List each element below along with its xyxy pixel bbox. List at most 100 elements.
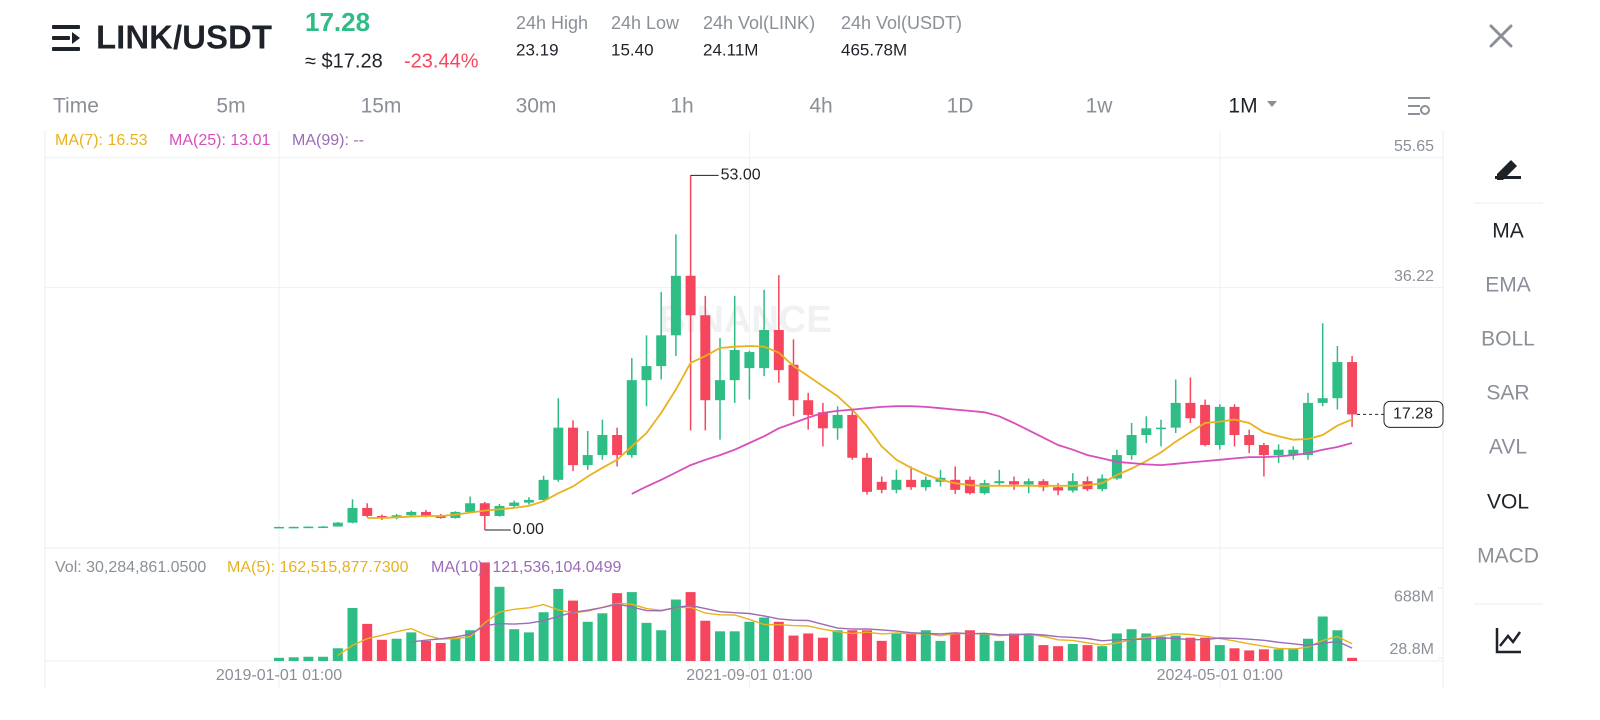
candle-body bbox=[1126, 435, 1137, 456]
volume-bar bbox=[773, 621, 784, 661]
volume-bar bbox=[1170, 635, 1181, 661]
stat-value: 24.11M bbox=[703, 40, 758, 59]
volume-bar bbox=[847, 630, 858, 661]
volume-bar bbox=[1347, 657, 1358, 661]
volume-bar bbox=[612, 593, 623, 661]
candle-body bbox=[318, 526, 329, 529]
candle-body bbox=[788, 364, 799, 401]
x-tick-label: 2024-05-01 01:00 bbox=[1157, 667, 1283, 684]
volume-bar bbox=[303, 656, 314, 661]
dropdown-arrow bbox=[1267, 101, 1277, 107]
volume-bar bbox=[1273, 649, 1284, 661]
candle-body bbox=[332, 522, 343, 527]
interval-tab[interactable]: 1D bbox=[947, 95, 974, 118]
volume-bar bbox=[362, 623, 373, 661]
pair: LINK/USDT bbox=[96, 19, 272, 56]
interval-tab[interactable]: 15m bbox=[361, 95, 402, 118]
volume-bar bbox=[670, 599, 681, 661]
indicator[interactable]: MACD bbox=[1477, 545, 1539, 568]
volume-bar bbox=[920, 630, 931, 661]
draw-tool-icon[interactable] bbox=[1495, 160, 1521, 180]
close-button[interactable] bbox=[1489, 24, 1513, 48]
candle-body bbox=[685, 275, 696, 316]
volume-bar bbox=[832, 630, 843, 661]
candle-body bbox=[1053, 487, 1064, 491]
interval-tab[interactable]: 1w bbox=[1086, 95, 1114, 118]
last-price-box bbox=[1383, 400, 1444, 428]
volume-bar bbox=[1111, 633, 1122, 661]
candle-body bbox=[274, 526, 284, 529]
candle-body bbox=[1200, 404, 1211, 446]
candle-body bbox=[479, 503, 490, 516]
volume-bar bbox=[685, 592, 696, 661]
ma-line bbox=[337, 602, 1353, 656]
volume-bar bbox=[465, 630, 476, 661]
candle-body bbox=[847, 414, 858, 458]
volume-bar bbox=[876, 640, 887, 661]
candle-body bbox=[1156, 427, 1166, 430]
indicator[interactable]: AVL bbox=[1489, 436, 1527, 459]
indicator[interactable]: MA bbox=[1492, 220, 1524, 243]
volume-bar bbox=[759, 617, 770, 661]
candle-body bbox=[406, 511, 417, 516]
volume-bar bbox=[964, 630, 975, 661]
indicator[interactable]: SAR bbox=[1486, 382, 1529, 405]
volume-bar bbox=[288, 657, 299, 661]
volume-bar bbox=[450, 637, 461, 661]
volume-bar bbox=[979, 633, 990, 661]
volume-bar bbox=[1288, 648, 1299, 661]
interval-tab[interactable]: Time bbox=[53, 95, 99, 118]
candle-body bbox=[347, 507, 358, 523]
volume-bar bbox=[656, 630, 667, 661]
interval-tab[interactable]: 1M bbox=[1228, 95, 1257, 118]
indicator[interactable]: VOL bbox=[1487, 491, 1529, 514]
volume-bar bbox=[744, 621, 755, 661]
volume-bar bbox=[523, 632, 534, 661]
max-label: 53.00 bbox=[721, 167, 761, 184]
candle-body bbox=[376, 515, 387, 518]
stats: 24h High 23.19 24h Low 15.40 24h Vol(LINK) 24… bbox=[516, 13, 962, 60]
candle-body bbox=[773, 329, 784, 371]
candle-body bbox=[626, 380, 637, 456]
volume-bar bbox=[1038, 645, 1049, 661]
candle-body bbox=[715, 380, 725, 401]
candle-body bbox=[362, 507, 373, 516]
volume-bar bbox=[1332, 630, 1343, 661]
y-tick-label: 688M bbox=[1394, 588, 1434, 605]
candle-body bbox=[979, 483, 990, 494]
candle-body bbox=[994, 481, 1005, 484]
chart-type-icon[interactable] bbox=[1495, 628, 1522, 654]
indicator[interactable]: BOLL bbox=[1481, 328, 1535, 351]
candle-body bbox=[1317, 398, 1328, 403]
interval-tab[interactable]: 4h bbox=[809, 95, 832, 118]
candle-body bbox=[1288, 449, 1299, 456]
volume-bar bbox=[1053, 646, 1064, 661]
volume-bar bbox=[817, 637, 828, 661]
volume-bar bbox=[1244, 650, 1255, 661]
interval-tab[interactable]: 30m bbox=[516, 95, 557, 118]
volume-ma-legend: MA(10): 121,536,104.0499 bbox=[431, 559, 621, 576]
candle-body bbox=[832, 414, 843, 429]
interval-tab[interactable]: 1h bbox=[670, 95, 693, 118]
candle-body bbox=[1038, 481, 1049, 488]
candle-body bbox=[582, 455, 593, 466]
volume-bar bbox=[435, 642, 446, 661]
candle-body bbox=[538, 479, 549, 500]
candle-body bbox=[759, 329, 770, 369]
interval-tab[interactable]: 5m bbox=[216, 95, 245, 118]
candle-body bbox=[920, 479, 931, 488]
candle-body bbox=[553, 427, 564, 480]
volume-bar bbox=[391, 638, 402, 661]
volume-bar bbox=[788, 635, 799, 661]
candle-body bbox=[744, 352, 755, 369]
indicator[interactable]: EMA bbox=[1485, 274, 1531, 297]
menu-icon[interactable] bbox=[52, 25, 80, 51]
candle-body bbox=[862, 457, 872, 492]
settings-icon[interactable] bbox=[1408, 97, 1430, 115]
candle-body bbox=[1229, 406, 1240, 436]
volume-bar bbox=[803, 633, 814, 661]
x-tick-label: 2021-09-01 01:00 bbox=[686, 667, 812, 684]
volume-bar bbox=[568, 600, 578, 661]
volume-bar bbox=[582, 621, 593, 661]
